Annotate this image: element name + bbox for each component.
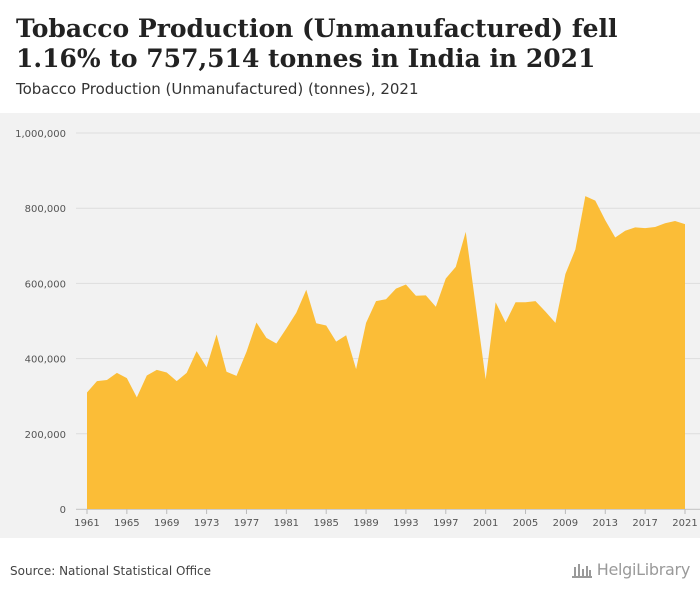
x-tick-label: 1985 — [313, 518, 338, 529]
x-tick-label: 2017 — [632, 518, 657, 529]
x-tick-label: 1981 — [274, 518, 299, 529]
x-tick-label: 2001 — [473, 518, 498, 529]
logo-text: HelgiLibrary — [596, 560, 691, 579]
chart-area: 0 200,000 400,000 600,000 800,000 1,000,000 19… — [0, 113, 700, 538]
area-chart: 0 200,000 400,000 600,000 800,000 1,000,000 19… — [15, 129, 700, 529]
x-tick-label: 1969 — [154, 518, 179, 529]
chart-footer: Source: National Statistical Office Helg… — [0, 538, 700, 596]
y-tick-label: 200,000 — [25, 430, 66, 441]
x-tick-label: 1993 — [393, 518, 418, 529]
chart-title: Tobacco Production (Unmanufactured) fell… — [16, 14, 618, 73]
y-tick-label: 800,000 — [25, 204, 66, 215]
source-note: Source: National Statistical Office — [10, 564, 212, 578]
x-tick-label: 1977 — [234, 518, 259, 529]
x-tick-label: 1973 — [194, 518, 219, 529]
helgi-library-logo: HelgiLibrary — [571, 560, 690, 579]
production-area — [87, 196, 685, 510]
chart-header: Tobacco Production (Unmanufactured) fell… — [16, 14, 686, 98]
x-tick-label: 1965 — [114, 518, 139, 529]
x-tick-label: 1997 — [433, 518, 458, 529]
x-tick-label: 1961 — [74, 518, 99, 529]
y-tick-label: 400,000 — [25, 355, 66, 366]
library-building-icon — [571, 563, 592, 578]
y-tick-label: 600,000 — [25, 279, 66, 290]
x-tick-label: 2013 — [593, 518, 618, 529]
x-tick-label: 2009 — [553, 518, 578, 529]
x-tick-label: 1989 — [353, 518, 378, 529]
y-tick-label: 1,000,000 — [15, 129, 66, 140]
x-tick-label: 2021 — [672, 518, 697, 529]
y-tick-label: 0 — [60, 505, 66, 516]
x-tick-label: 2005 — [513, 518, 538, 529]
chart-subtitle: Tobacco Production (Unmanufactured) (ton… — [16, 80, 419, 98]
